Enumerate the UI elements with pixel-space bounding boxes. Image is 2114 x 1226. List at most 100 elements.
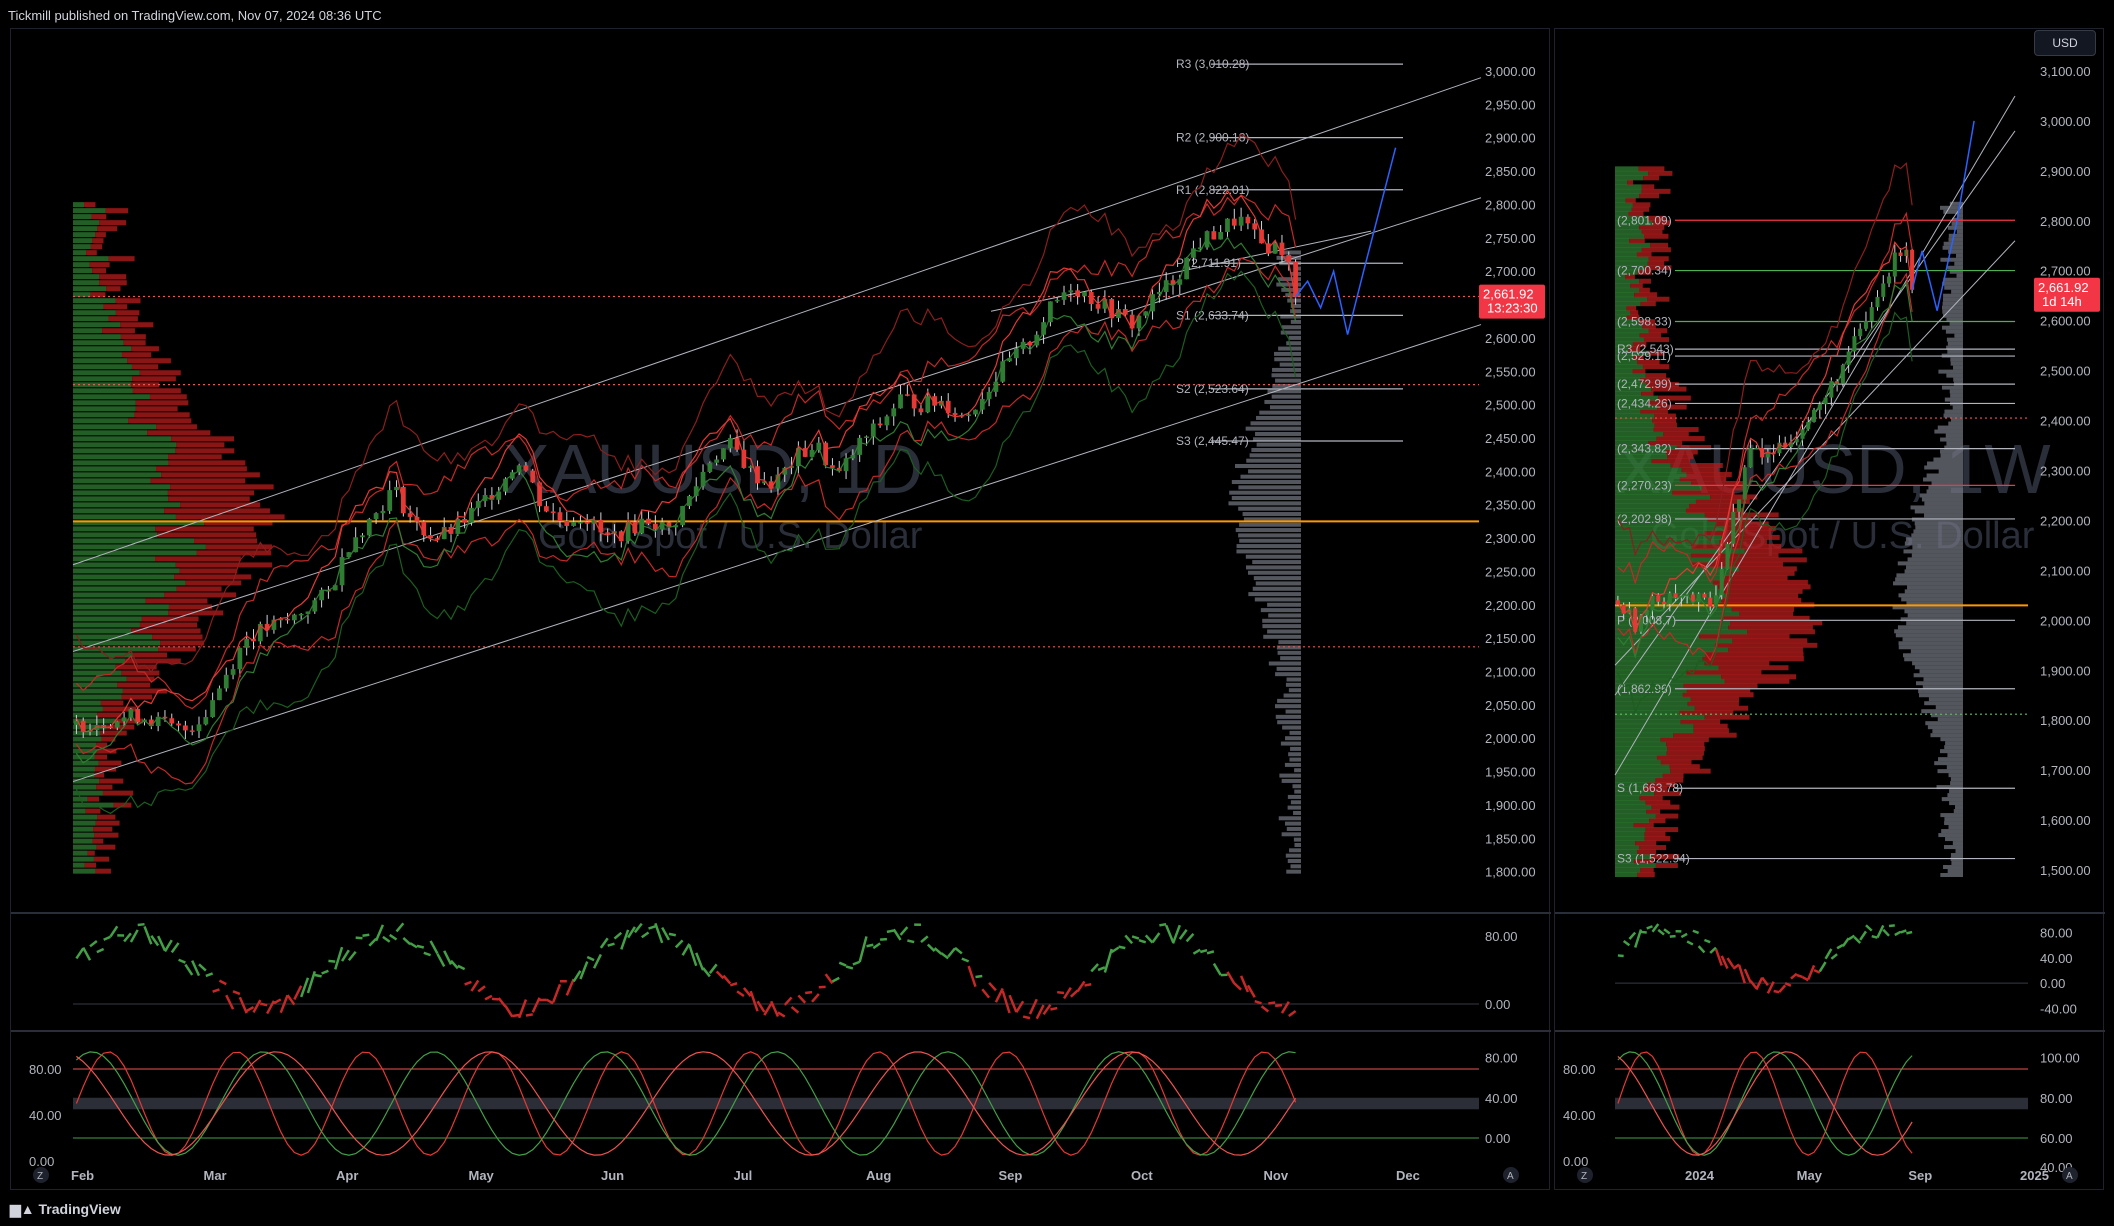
session-volume-bar <box>1940 737 1963 742</box>
volume-bar-up <box>1615 458 1652 464</box>
session-volume-bar <box>1938 469 1963 474</box>
session-volume-bar <box>1937 425 1963 430</box>
volume-bar-up <box>1615 683 1684 689</box>
osc1-segment <box>484 994 493 1001</box>
volume-bar-down <box>1656 436 1705 442</box>
osc1-segment <box>1882 928 1890 937</box>
osc1-segment <box>1778 984 1787 993</box>
currency-button[interactable]: USD <box>2034 30 2096 56</box>
pivot-label: (2,434.26) <box>1617 396 1672 410</box>
candle-body <box>1027 341 1033 346</box>
volume-bar-down <box>97 814 116 820</box>
volume-bar-down <box>1744 548 1803 554</box>
volume-bar-down <box>128 418 192 424</box>
session-volume-bar <box>1948 233 1963 238</box>
volume-bar-down <box>90 244 103 250</box>
x-axis-tick: Sep <box>1908 1168 1932 1183</box>
candle-body <box>775 474 781 489</box>
volume-bar-up <box>73 400 136 406</box>
volume-bar-up <box>73 706 103 712</box>
volume-bar-up <box>73 226 98 232</box>
session-volume-bar <box>1278 640 1301 645</box>
osc1-segment <box>218 979 227 986</box>
session-volume-bar <box>1944 409 1963 414</box>
candle-body <box>618 531 624 542</box>
osc1-segment <box>409 942 418 949</box>
session-volume-bar <box>1951 861 1963 866</box>
osc1-segment <box>321 969 329 975</box>
osc1-segment <box>1057 990 1065 995</box>
candle-body <box>148 719 154 727</box>
session-volume-bar <box>1949 321 1963 326</box>
candle-body <box>346 552 352 558</box>
volume-bar-up <box>73 424 157 430</box>
session-volume-bar <box>1946 337 1963 342</box>
session-volume-bar <box>1902 653 1963 658</box>
volume-bar-up <box>1615 332 1640 338</box>
volume-bar-up <box>1615 175 1644 181</box>
weekly-chart-panel[interactable]: XAUUSD, 1W Gold Spot / U.S. Dollar (2,801.… <box>1554 28 2105 1191</box>
volume-bar-up <box>73 586 177 592</box>
volume-bar-down <box>194 538 258 544</box>
volume-bar-up <box>1615 570 1732 576</box>
projection-path <box>1294 147 1397 335</box>
y-axis-tick: 2,350.00 <box>1485 498 1536 513</box>
volume-bar-down <box>1628 211 1644 217</box>
candle-body <box>578 521 583 524</box>
osc1-segment <box>777 1011 786 1018</box>
session-volume-bar <box>1955 253 1963 258</box>
y-axis-tick: 2,300.00 <box>2040 463 2091 478</box>
candle-body <box>1191 248 1196 258</box>
candle-body <box>94 725 100 731</box>
osc1-segment <box>362 933 370 938</box>
osc1-segment <box>1651 923 1660 933</box>
session-volume-bar <box>1289 730 1301 735</box>
candle-body <box>1892 252 1897 277</box>
candle-body <box>584 521 590 524</box>
session-volume-bar <box>1290 319 1301 324</box>
pivot-label: (2,801.09) <box>1617 213 1672 227</box>
session-volume-bar <box>1290 746 1301 751</box>
candle-body <box>1806 421 1811 430</box>
osc1-segment <box>1871 934 1878 939</box>
volume-bar-up <box>1615 831 1645 837</box>
volume-bar-down <box>171 436 234 442</box>
volume-bar-down <box>108 316 138 322</box>
session-volume-bar <box>1287 298 1301 303</box>
volume-bar-down <box>1704 530 1772 536</box>
daily-chart-panel[interactable]: XAUUSD, 1D Gold Spot / U.S. Dollar R3 (3,0… <box>10 28 1551 1191</box>
session-volume-bar <box>1942 281 1963 286</box>
volume-bar-down <box>121 670 160 676</box>
session-volume-bar <box>1245 554 1301 559</box>
osc1-segment <box>961 957 970 963</box>
osc1-tick: 40.00 <box>2040 951 2073 966</box>
zoom-button <box>1577 1167 1593 1183</box>
osc1-segment <box>1035 1004 1045 1020</box>
volume-bar-down <box>1644 831 1666 837</box>
tradingview-logo[interactable]: ▆▲ TradingView <box>10 1201 121 1218</box>
volume-bar-down <box>121 694 153 700</box>
volume-bar-down <box>168 604 213 610</box>
osc1-segment <box>1813 968 1821 974</box>
x-axis-tick: Dec <box>1396 1168 1420 1183</box>
session-volume-bar <box>1290 864 1301 869</box>
osc1-segment <box>1268 1001 1276 1005</box>
osc1-segment <box>1841 937 1850 947</box>
osc1-segment <box>123 932 132 943</box>
indicator-band <box>75 236 1297 764</box>
volume-bar-up <box>1615 193 1640 199</box>
volume-bar-down <box>113 802 132 808</box>
candle-body <box>285 618 290 621</box>
volume-bar-down <box>135 406 178 412</box>
volume-bar-down <box>1643 786 1668 792</box>
volume-bar-up <box>73 574 175 580</box>
session-volume-bar <box>1948 825 1963 830</box>
session-volume-bar <box>1939 205 1963 210</box>
volume-bar-down <box>1679 710 1734 716</box>
volume-bar-up <box>1615 287 1640 293</box>
volume-bar-up <box>1615 566 1739 572</box>
osc1-segment <box>517 999 528 1019</box>
volume-bar-up <box>1615 247 1642 253</box>
